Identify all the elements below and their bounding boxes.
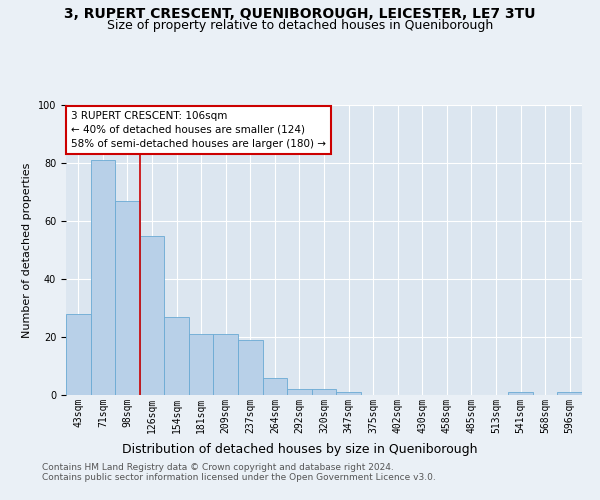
Y-axis label: Number of detached properties: Number of detached properties — [22, 162, 32, 338]
Bar — [164, 316, 189, 395]
Bar — [91, 160, 115, 395]
Bar — [287, 389, 312, 395]
Bar — [238, 340, 263, 395]
Bar — [508, 392, 533, 395]
Bar — [140, 236, 164, 395]
Bar — [115, 200, 140, 395]
Text: Size of property relative to detached houses in Queniborough: Size of property relative to detached ho… — [107, 19, 493, 32]
Bar — [336, 392, 361, 395]
Text: 3 RUPERT CRESCENT: 106sqm
← 40% of detached houses are smaller (124)
58% of semi: 3 RUPERT CRESCENT: 106sqm ← 40% of detac… — [71, 111, 326, 149]
Bar — [312, 389, 336, 395]
Bar — [263, 378, 287, 395]
Text: 3, RUPERT CRESCENT, QUENIBOROUGH, LEICESTER, LE7 3TU: 3, RUPERT CRESCENT, QUENIBOROUGH, LEICES… — [64, 8, 536, 22]
Text: Contains public sector information licensed under the Open Government Licence v3: Contains public sector information licen… — [42, 474, 436, 482]
Text: Distribution of detached houses by size in Queniborough: Distribution of detached houses by size … — [122, 442, 478, 456]
Bar — [189, 334, 214, 395]
Bar — [214, 334, 238, 395]
Text: Contains HM Land Registry data © Crown copyright and database right 2024.: Contains HM Land Registry data © Crown c… — [42, 464, 394, 472]
Bar — [557, 392, 582, 395]
Bar — [66, 314, 91, 395]
